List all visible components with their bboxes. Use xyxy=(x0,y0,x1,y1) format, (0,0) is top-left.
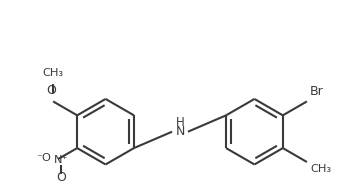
Text: CH₃: CH₃ xyxy=(43,68,64,78)
Text: N⁺: N⁺ xyxy=(54,155,68,165)
Text: O: O xyxy=(56,171,66,184)
Text: CH₃: CH₃ xyxy=(310,164,331,174)
Text: Br: Br xyxy=(310,85,324,98)
Text: O: O xyxy=(46,85,56,97)
Text: H: H xyxy=(176,116,184,129)
Text: ⁻O: ⁻O xyxy=(36,153,51,163)
Text: N: N xyxy=(175,125,185,138)
